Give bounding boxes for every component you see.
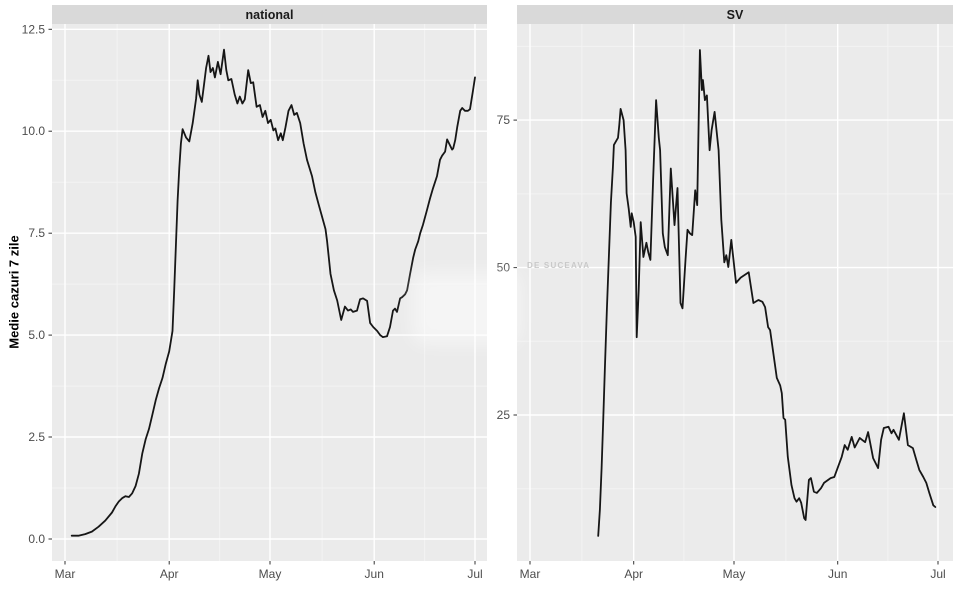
y-tick-label: 75: [497, 113, 511, 127]
y-axis-title: Medie cazuri 7 zile: [6, 235, 22, 349]
y-tick-label: 7.5: [28, 226, 45, 240]
y-tick-label: 0.0: [28, 532, 45, 546]
y-tick-label: 25: [497, 408, 511, 422]
x-tick-label: Apr: [160, 567, 179, 581]
series-line-national: [70, 48, 476, 537]
x-tick-label: May: [723, 567, 746, 581]
y-tick-label: 10.0: [22, 124, 46, 138]
facet-strip-sv: SV: [517, 5, 953, 24]
facet-strip-sv-label: SV: [726, 7, 744, 22]
y-tick-label: 2.5: [28, 430, 45, 444]
y-tick-label: 50: [497, 261, 511, 275]
y-tick-label: 5.0: [28, 328, 45, 342]
facet-strip-national-label: national: [245, 7, 294, 22]
facet-strip-national: national: [52, 5, 487, 24]
series-line-SV: [597, 49, 937, 537]
watermark-text: DE SUCEAVA: [527, 261, 591, 270]
x-tick-label: Apr: [624, 567, 643, 581]
x-tick-label: Jul: [930, 567, 945, 581]
panel-background: [517, 24, 953, 561]
x-tick-label: Jun: [365, 567, 384, 581]
x-tick-label: Mar: [55, 567, 76, 581]
x-tick-label: Jul: [467, 567, 482, 581]
y-tick-label: 12.5: [22, 22, 46, 36]
x-tick-label: May: [259, 567, 282, 581]
x-tick-label: Jun: [828, 567, 847, 581]
x-tick-label: Mar: [520, 567, 541, 581]
